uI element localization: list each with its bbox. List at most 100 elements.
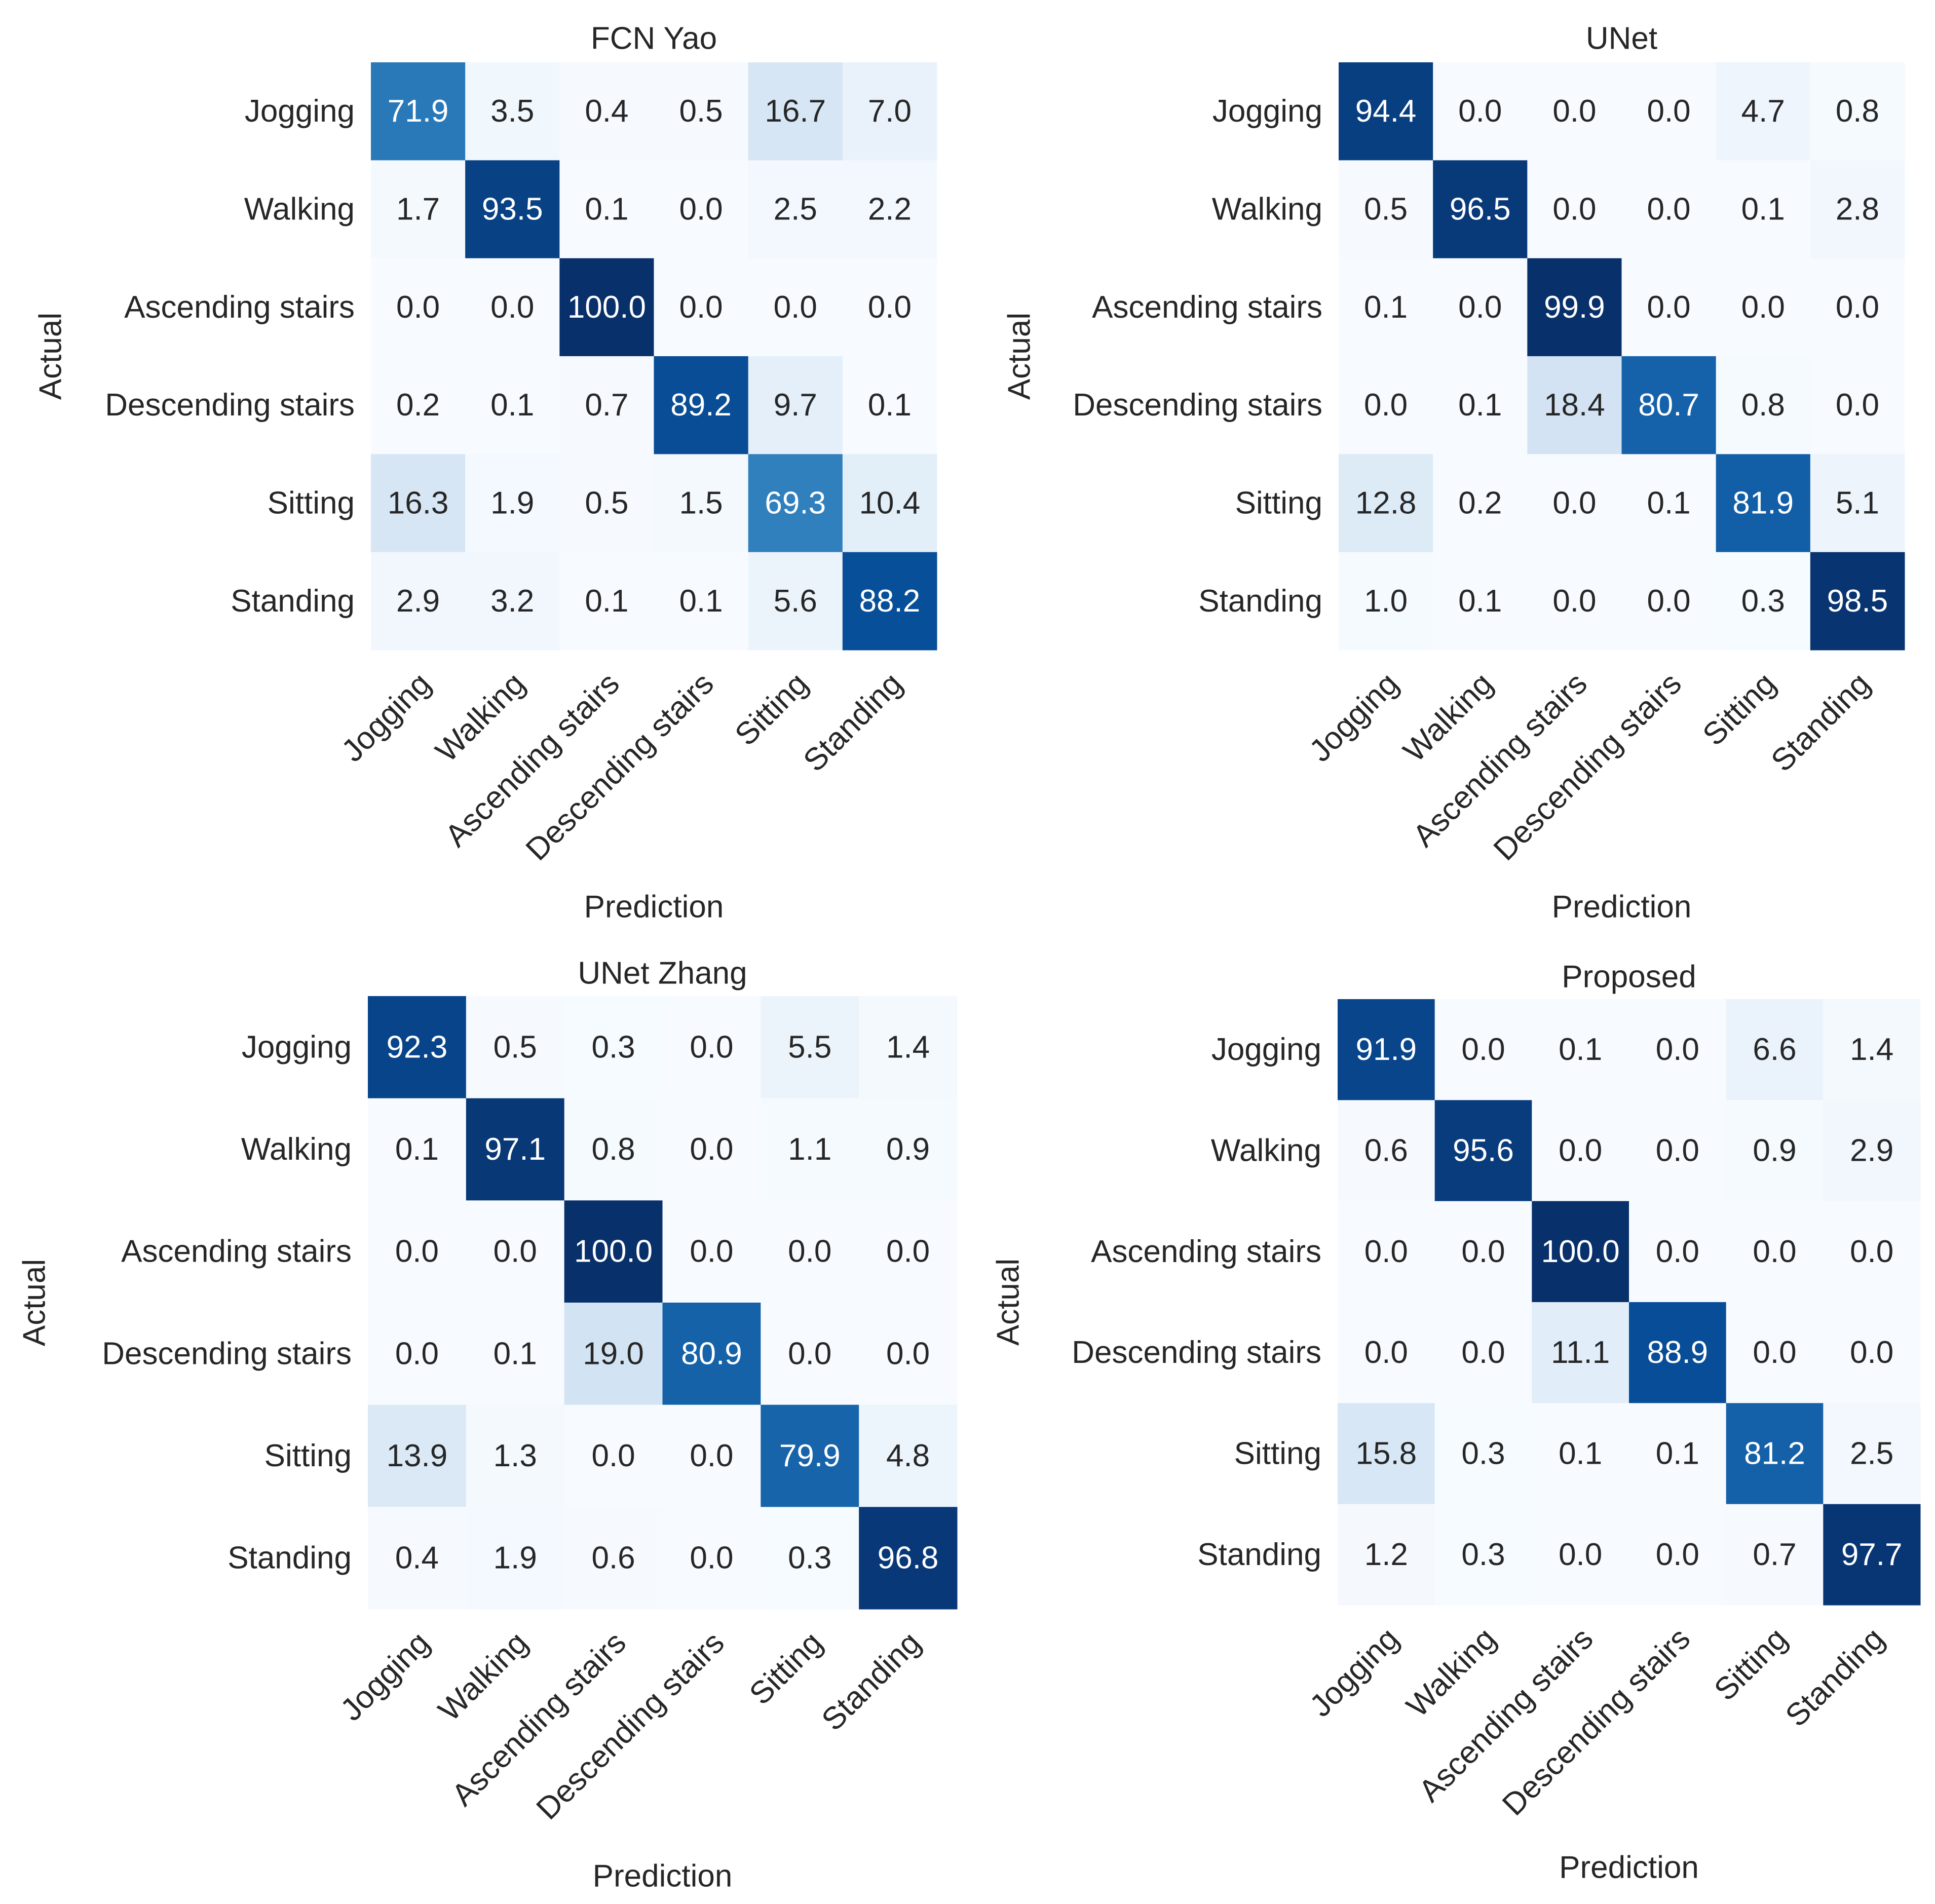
x-tick-label: Jogging	[1303, 1621, 1406, 1724]
heatmap-cell	[1339, 62, 1433, 161]
cell-value-label: 0.0	[690, 1438, 733, 1473]
cell-value-label: 0.3	[591, 1030, 635, 1064]
cell-value-label: 2.8	[1836, 192, 1879, 227]
cell-value-label: 88.9	[1647, 1335, 1708, 1370]
y-tick-label: Sitting	[1234, 1436, 1321, 1471]
cell-value-label: 1.1	[788, 1132, 831, 1167]
heatmap-cell	[761, 1200, 859, 1303]
cell-value-label: 2.9	[1850, 1133, 1893, 1168]
heatmap-cell	[559, 454, 654, 553]
cell-value-label: 0.1	[679, 584, 723, 619]
heatmap-cell	[1338, 1201, 1435, 1303]
heatmap-cell	[1810, 552, 1905, 651]
cell-value-label: 0.3	[788, 1541, 831, 1576]
heatmap-cell	[371, 552, 466, 651]
cell-value-label: 0.0	[1461, 1335, 1505, 1370]
cell-value-label: 92.3	[387, 1030, 448, 1064]
y-axis-label: Actual	[1002, 313, 1037, 400]
cell-value-label: 89.2	[670, 388, 732, 423]
cell-value-label: 3.5	[490, 94, 534, 129]
heatmap-cell	[1823, 999, 1921, 1100]
heatmap-cell	[1433, 160, 1528, 259]
heatmap-cell	[662, 1303, 761, 1405]
cell-value-label: 1.4	[886, 1030, 930, 1064]
cell-value-label: 100.0	[1541, 1234, 1620, 1269]
cell-value-label: 0.0	[679, 192, 723, 227]
y-tick-label: Descending stairs	[1073, 388, 1322, 423]
cell-value-label: 0.0	[679, 290, 723, 325]
cell-value-label: 0.1	[1458, 388, 1502, 423]
cell-value-label: 0.9	[1753, 1133, 1796, 1168]
cell-value-label: 0.1	[1559, 1032, 1602, 1067]
cell-value-label: 0.7	[585, 388, 628, 423]
cell-value-label: 94.4	[1355, 94, 1417, 129]
heatmap-cell	[465, 258, 560, 357]
x-tick-label: Sitting	[729, 666, 815, 753]
cell-value-label: 93.5	[482, 192, 543, 227]
cell-value-label: 9.7	[774, 388, 817, 423]
cell-value-label: 0.8	[1836, 94, 1879, 129]
heatmap-cell	[1629, 1302, 1727, 1403]
cell-value-label: 0.0	[1656, 1537, 1699, 1572]
cell-value-label: 0.0	[1461, 1234, 1505, 1269]
heatmap-cell	[1716, 454, 1811, 553]
cell-value-label: 7.0	[868, 94, 912, 129]
cell-value-label: 96.5	[1450, 192, 1511, 227]
heatmap-cell	[368, 1303, 467, 1405]
heatmap-cell	[564, 1404, 663, 1507]
heatmap-cell	[842, 356, 937, 454]
heatmap-cell	[465, 454, 560, 553]
y-tick-label: Walking	[1212, 192, 1322, 227]
cell-value-label: 0.0	[1552, 584, 1596, 619]
cell-value-label: 2.2	[868, 192, 912, 227]
heatmap-cell	[368, 1200, 467, 1303]
cell-value-label: 0.1	[395, 1132, 439, 1167]
heatmap-cell	[1434, 1100, 1532, 1202]
heatmap-cell	[1716, 258, 1811, 357]
cell-value-label: 19.0	[583, 1336, 644, 1371]
cell-value-label: 0.0	[1656, 1032, 1699, 1067]
cell-value-label: 1.2	[1364, 1537, 1408, 1572]
cell-value-label: 0.2	[1458, 486, 1502, 521]
cell-value-label: 0.0	[1559, 1133, 1602, 1168]
cell-value-label: 0.0	[1647, 290, 1690, 325]
cell-value-label: 15.8	[1355, 1436, 1417, 1471]
cell-value-label: 1.9	[494, 1541, 537, 1576]
x-tick-label: Standing	[1779, 1621, 1891, 1734]
cell-value-label: 0.0	[591, 1438, 635, 1473]
cell-value-label: 13.9	[387, 1438, 448, 1473]
heatmap-cell	[1621, 62, 1717, 161]
y-axis-label: Actual	[17, 1259, 52, 1346]
panel-title: UNet Zhang	[578, 956, 747, 991]
cell-value-label: 16.7	[765, 94, 826, 129]
heatmap-cell	[1532, 1302, 1629, 1403]
cell-value-label: 80.9	[681, 1336, 742, 1371]
cell-value-label: 0.0	[1753, 1335, 1796, 1370]
cell-value-label: 81.9	[1732, 486, 1794, 521]
heatmap-cell	[1527, 258, 1622, 357]
heatmap-cell	[1527, 356, 1622, 454]
cell-value-label: 0.1	[1458, 584, 1502, 619]
heatmap-cell	[1527, 552, 1622, 651]
heatmap-cell	[559, 356, 654, 454]
heatmap-cell	[842, 258, 937, 357]
heatmap-cell	[748, 160, 843, 259]
heatmap-cell	[371, 160, 466, 259]
cell-value-label: 3.2	[490, 584, 534, 619]
heatmap-cell	[1716, 356, 1811, 454]
cell-value-label: 5.6	[774, 584, 817, 619]
cell-value-label: 0.1	[868, 388, 912, 423]
confusion-matrix-panel: 94.4 0.0 0.0 0.0 4.7 0.8 0.5 96.5 0.0 0.0 0.1 2.8 0.…	[1002, 21, 1905, 925]
y-tick-label: Walking	[244, 192, 355, 227]
cell-value-label: 0.0	[1836, 388, 1879, 423]
x-axis-label: Prediction	[1552, 890, 1692, 925]
cell-value-label: 0.0	[1656, 1133, 1699, 1168]
cell-value-label: 0.8	[591, 1132, 635, 1167]
y-tick-label: Ascending stairs	[124, 290, 355, 325]
x-tick-label: Descending stairs	[1496, 1621, 1697, 1822]
heatmap-cell	[1621, 552, 1717, 651]
heatmap-cell	[1621, 258, 1717, 357]
cell-value-label: 6.6	[1753, 1032, 1796, 1067]
heatmap-cell	[859, 1404, 958, 1507]
cell-value-label: 0.1	[1741, 192, 1785, 227]
